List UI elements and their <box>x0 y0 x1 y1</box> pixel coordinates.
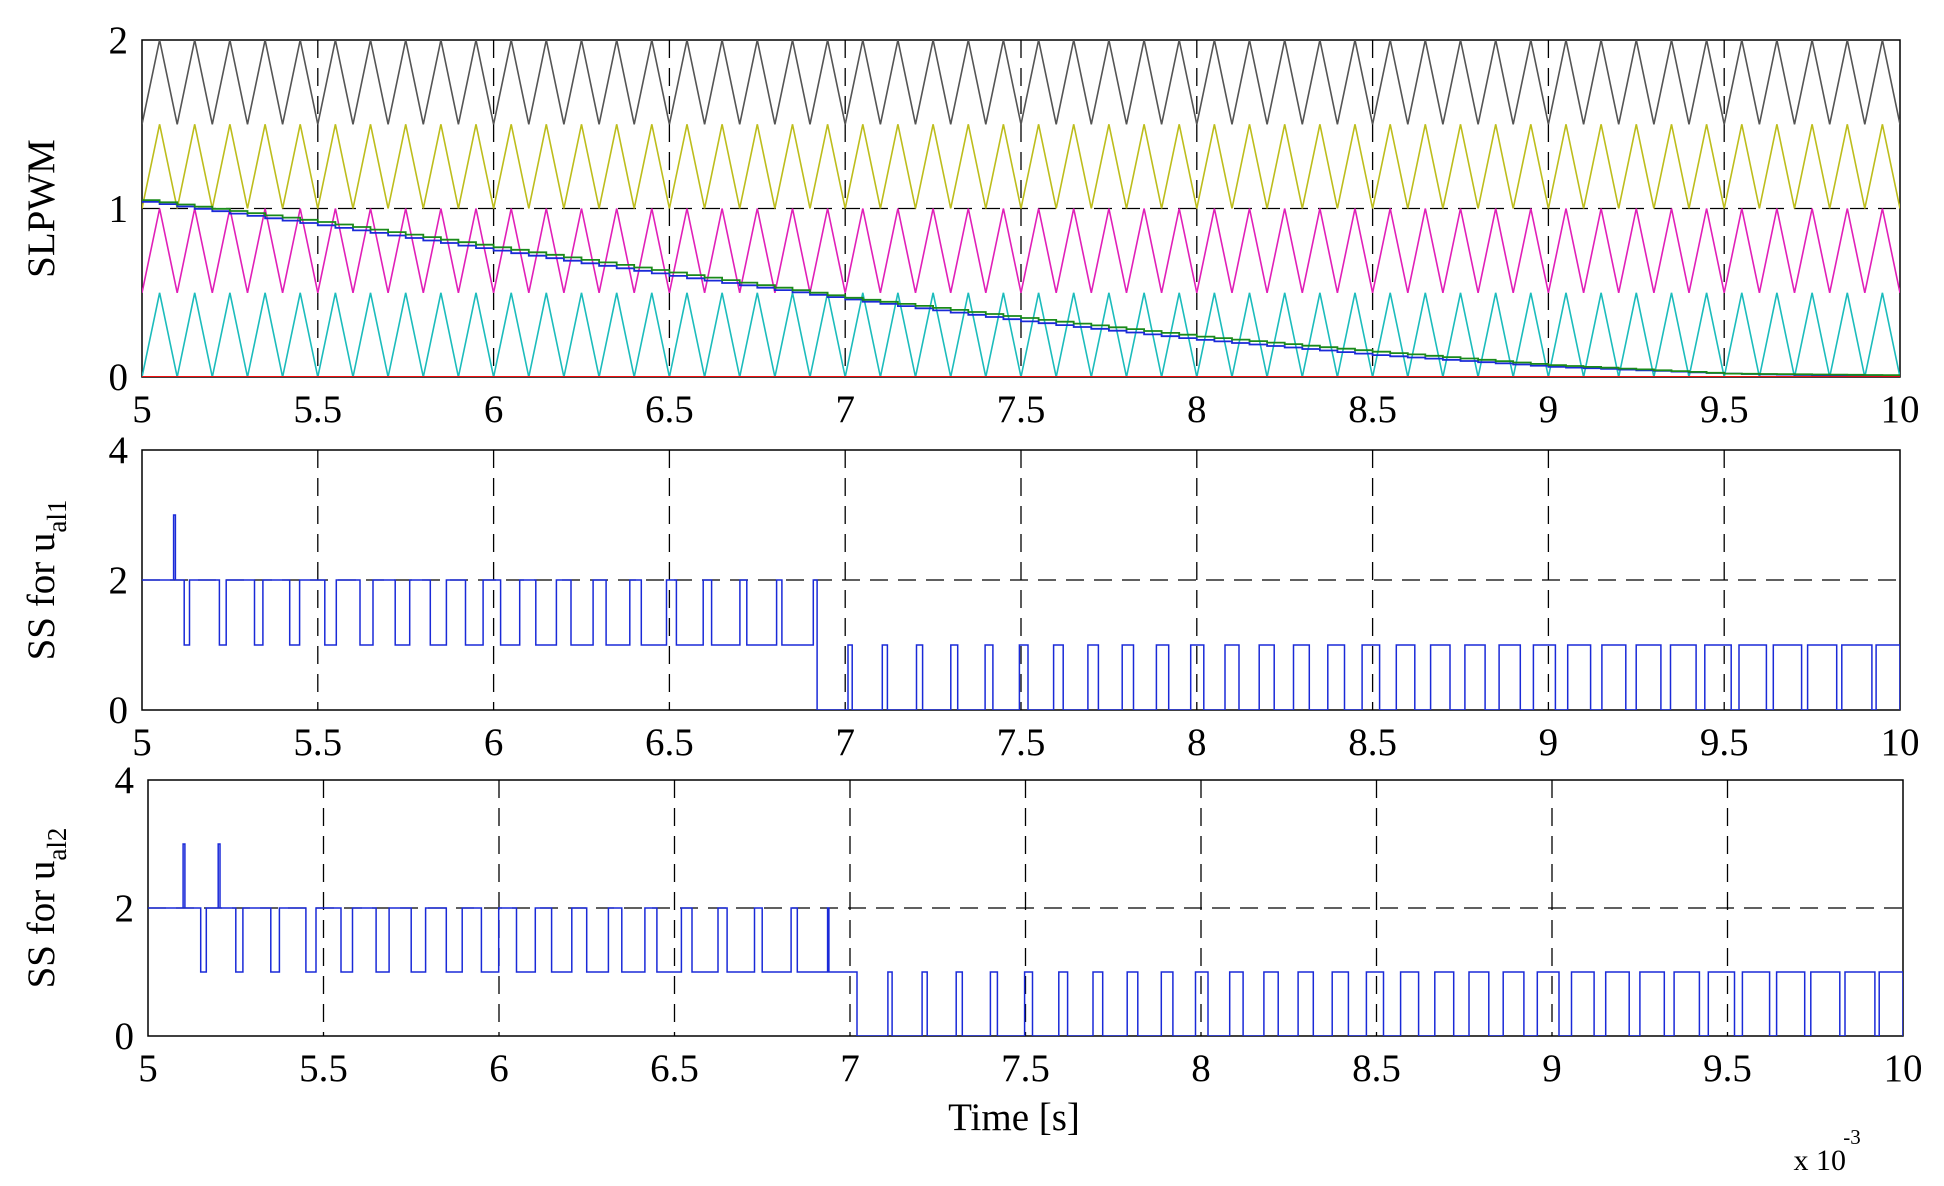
x-tick-label: 9.5 <box>1703 1047 1752 1090</box>
x-tick-label: 8 <box>1187 388 1207 431</box>
y-axis-label: SLPWM <box>20 139 63 278</box>
y-tick-label: 0 <box>109 356 129 399</box>
x-tick-label: 9 <box>1539 721 1559 764</box>
carrier-1-line <box>142 292 1900 377</box>
x-tick-label: 8 <box>1187 721 1207 764</box>
x-tick-label: 7.5 <box>1001 1047 1050 1090</box>
carrier-3-line <box>142 124 1900 209</box>
switching-state-line <box>148 843 1903 1036</box>
x-tick-label: 5 <box>132 721 152 764</box>
x-tick-label: 7 <box>840 1047 860 1090</box>
x-tick-label: 6 <box>489 1047 509 1090</box>
x-tick-label: 7.5 <box>997 388 1046 431</box>
carrier-4-line <box>142 40 1900 125</box>
x-tick-label: 8.5 <box>1348 388 1397 431</box>
x-multiplier-exponent: -3 <box>1843 1125 1861 1149</box>
ref-green-line <box>142 199 1900 377</box>
x-tick-label: 9.5 <box>1700 388 1749 431</box>
x-axis-label: Time [s] <box>948 1096 1080 1139</box>
x-tick-label: 9 <box>1542 1047 1562 1090</box>
x-tick-label: 8 <box>1191 1047 1211 1090</box>
y-tick-label: 2 <box>109 19 129 62</box>
x-tick-label: 5 <box>132 388 152 431</box>
x-tick-label: 9.5 <box>1700 721 1749 764</box>
y-tick-label: 4 <box>115 759 135 802</box>
y-tick-label: 4 <box>109 429 129 472</box>
x-multiplier: x 10 <box>1794 1144 1847 1177</box>
x-tick-label: 5.5 <box>293 721 342 764</box>
switching-state-line <box>142 514 1900 710</box>
y-axis-label: SS for ual2 <box>20 828 72 989</box>
ss-ual1-panel: 5 5.5 6 6.5 7 7.5 8 8.5 9 9.5 10 0 2 4 SS for ual1 <box>20 429 1920 764</box>
x-tick-label: 9 <box>1539 388 1559 431</box>
plot-area <box>142 40 1900 377</box>
y-tick-label: 2 <box>115 887 135 930</box>
y-tick-label: 0 <box>109 689 129 732</box>
slpwm-panel: 5 5.5 6 6.5 7 7.5 8 8.5 9 9.5 10 0 1 2 SLPWM <box>20 19 1920 431</box>
x-tick-label: 6.5 <box>645 721 694 764</box>
x-tick-label: 7 <box>835 721 855 764</box>
y-tick-label: 0 <box>115 1015 135 1058</box>
y-axis-label-subscript: al1 <box>42 500 72 533</box>
x-tick-label: 6 <box>484 388 504 431</box>
x-tick-label: 7.5 <box>997 721 1046 764</box>
x-tick-label: 7 <box>835 388 855 431</box>
ref-blue-line <box>142 200 1900 377</box>
x-tick-label: 8.5 <box>1348 721 1397 764</box>
y-axis-label-subscript: al2 <box>42 828 72 861</box>
x-tick-label: 5 <box>138 1047 158 1090</box>
x-tick-label: 10 <box>1881 721 1920 764</box>
y-tick-label: 2 <box>109 559 129 602</box>
y-axis-label: SS for ual1 <box>20 500 72 661</box>
plot-area <box>148 843 1903 1036</box>
x-tick-label: 8.5 <box>1352 1047 1401 1090</box>
y-tick-label: 1 <box>109 188 129 231</box>
x-tick-label: 10 <box>1884 1047 1923 1090</box>
x-tick-label: 6.5 <box>650 1047 699 1090</box>
x-tick-label: 5.5 <box>293 388 342 431</box>
x-tick-label: 6.5 <box>645 388 694 431</box>
x-tick-label: 6 <box>484 721 504 764</box>
plot-area <box>142 514 1900 710</box>
x-tick-label: 10 <box>1881 388 1920 431</box>
ss-ual2-panel: 5 5.5 6 6.5 7 7.5 8 8.5 9 9.5 10 0 2 4 SS for ual2 <box>20 759 1923 1090</box>
x-tick-label: 5.5 <box>299 1047 348 1090</box>
